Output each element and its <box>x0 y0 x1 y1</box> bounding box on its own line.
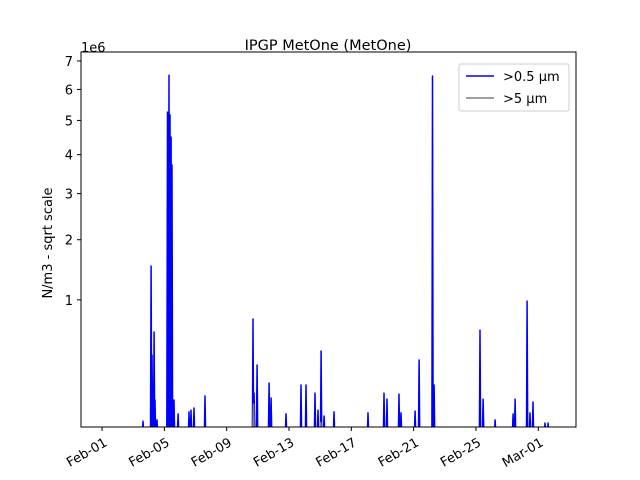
y-tick-label: 3 <box>65 188 73 203</box>
y-tick-label: 2 <box>65 234 73 249</box>
series-line-0 <box>141 74 550 427</box>
legend-label-1: >5 µm <box>503 92 547 107</box>
y-tick-label: 5 <box>65 114 73 129</box>
y-offset-label: 1e6 <box>81 41 106 56</box>
y-axis-label: N/m3 - sqrt scale <box>41 187 56 298</box>
legend: >0.5 µm >5 µm <box>458 63 570 112</box>
y-tick-label: 6 <box>65 83 73 98</box>
y-tick-label: 4 <box>65 149 73 164</box>
y-tick-label: 1 <box>65 294 73 309</box>
y-axis: 1 2 3 4 5 6 7 <box>65 55 81 309</box>
y-tick-label: 7 <box>65 55 73 70</box>
legend-label-0: >0.5 µm <box>503 70 560 85</box>
series-layer <box>141 74 550 427</box>
chart-title: IPGP MetOne (MetOne) <box>245 38 412 54</box>
